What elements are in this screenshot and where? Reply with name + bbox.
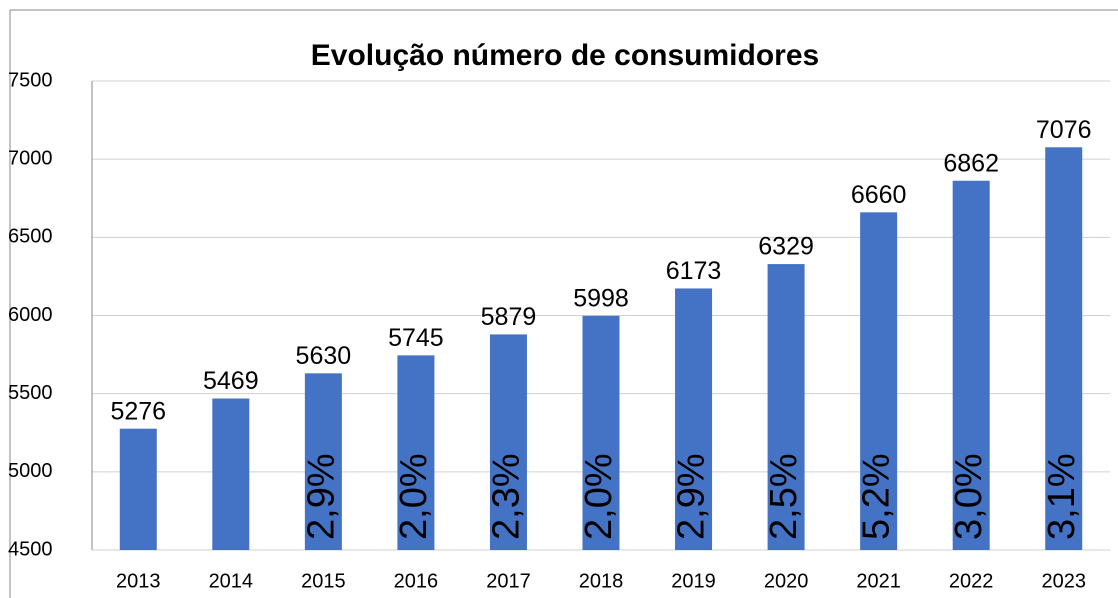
bar [860, 212, 898, 550]
growth-label: 2,9% [671, 453, 713, 540]
bar [767, 264, 805, 550]
value-label: 6329 [758, 233, 814, 261]
growth-label: 2,5% [763, 453, 805, 540]
x-tick-label: 2016 [394, 570, 439, 592]
value-label: 5469 [203, 367, 259, 395]
x-tick-label: 2020 [764, 570, 809, 592]
x-tick-label: 2022 [949, 570, 994, 592]
value-label: 5998 [573, 284, 629, 312]
x-tick-label: 2021 [856, 570, 901, 592]
growth-label: 3,1% [1041, 453, 1083, 540]
y-tick-label: 5000 [8, 460, 53, 482]
x-tick-label: 2014 [209, 570, 254, 592]
x-tick-label: 2019 [671, 570, 716, 592]
bar [675, 288, 713, 550]
value-label: 6173 [666, 257, 722, 285]
value-label: 6660 [851, 181, 907, 209]
bar [1045, 147, 1083, 550]
y-tick-label: 7500 [8, 69, 53, 91]
x-tick-label: 2023 [1041, 570, 1086, 592]
y-tick-label: 6500 [8, 226, 53, 248]
bar [119, 428, 157, 550]
y-tick-label: 6000 [8, 304, 53, 326]
x-tick-label: 2015 [301, 570, 346, 592]
value-label: 5630 [296, 342, 352, 370]
y-tick-label: 5500 [8, 382, 53, 404]
y-tick-label: 4500 [8, 538, 53, 560]
bar [304, 373, 342, 550]
value-label: 7076 [1036, 116, 1092, 144]
chart-title: Evolução número de consumidores [311, 39, 819, 72]
bar [489, 334, 527, 550]
value-label: 5879 [481, 303, 537, 331]
growth-label: 5,2% [856, 453, 898, 540]
growth-label: 3,0% [948, 453, 990, 540]
bar [952, 180, 990, 550]
bar [212, 398, 250, 550]
value-label: 5745 [388, 324, 444, 352]
y-tick-label: 7000 [8, 147, 53, 169]
value-label: 6862 [943, 149, 999, 177]
x-tick-label: 2017 [486, 570, 531, 592]
value-label: 5276 [110, 397, 166, 425]
bar [582, 315, 620, 550]
growth-label: 2,0% [393, 453, 435, 540]
x-tick-label: 2018 [579, 570, 624, 592]
growth-label: 2,9% [300, 453, 342, 540]
x-tick-label: 2013 [116, 570, 161, 592]
bar [397, 355, 435, 550]
growth-label: 2,3% [485, 453, 527, 540]
growth-label: 2,0% [578, 453, 620, 540]
